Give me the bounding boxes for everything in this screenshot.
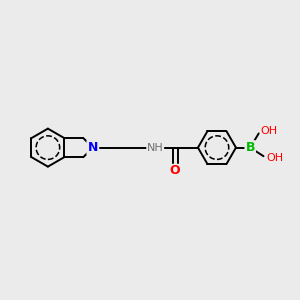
Text: B: B xyxy=(245,141,255,154)
Text: OH: OH xyxy=(260,127,277,136)
Text: NH: NH xyxy=(147,142,164,153)
Text: O: O xyxy=(170,164,181,177)
Text: OH: OH xyxy=(266,153,283,163)
Text: N: N xyxy=(88,141,98,154)
